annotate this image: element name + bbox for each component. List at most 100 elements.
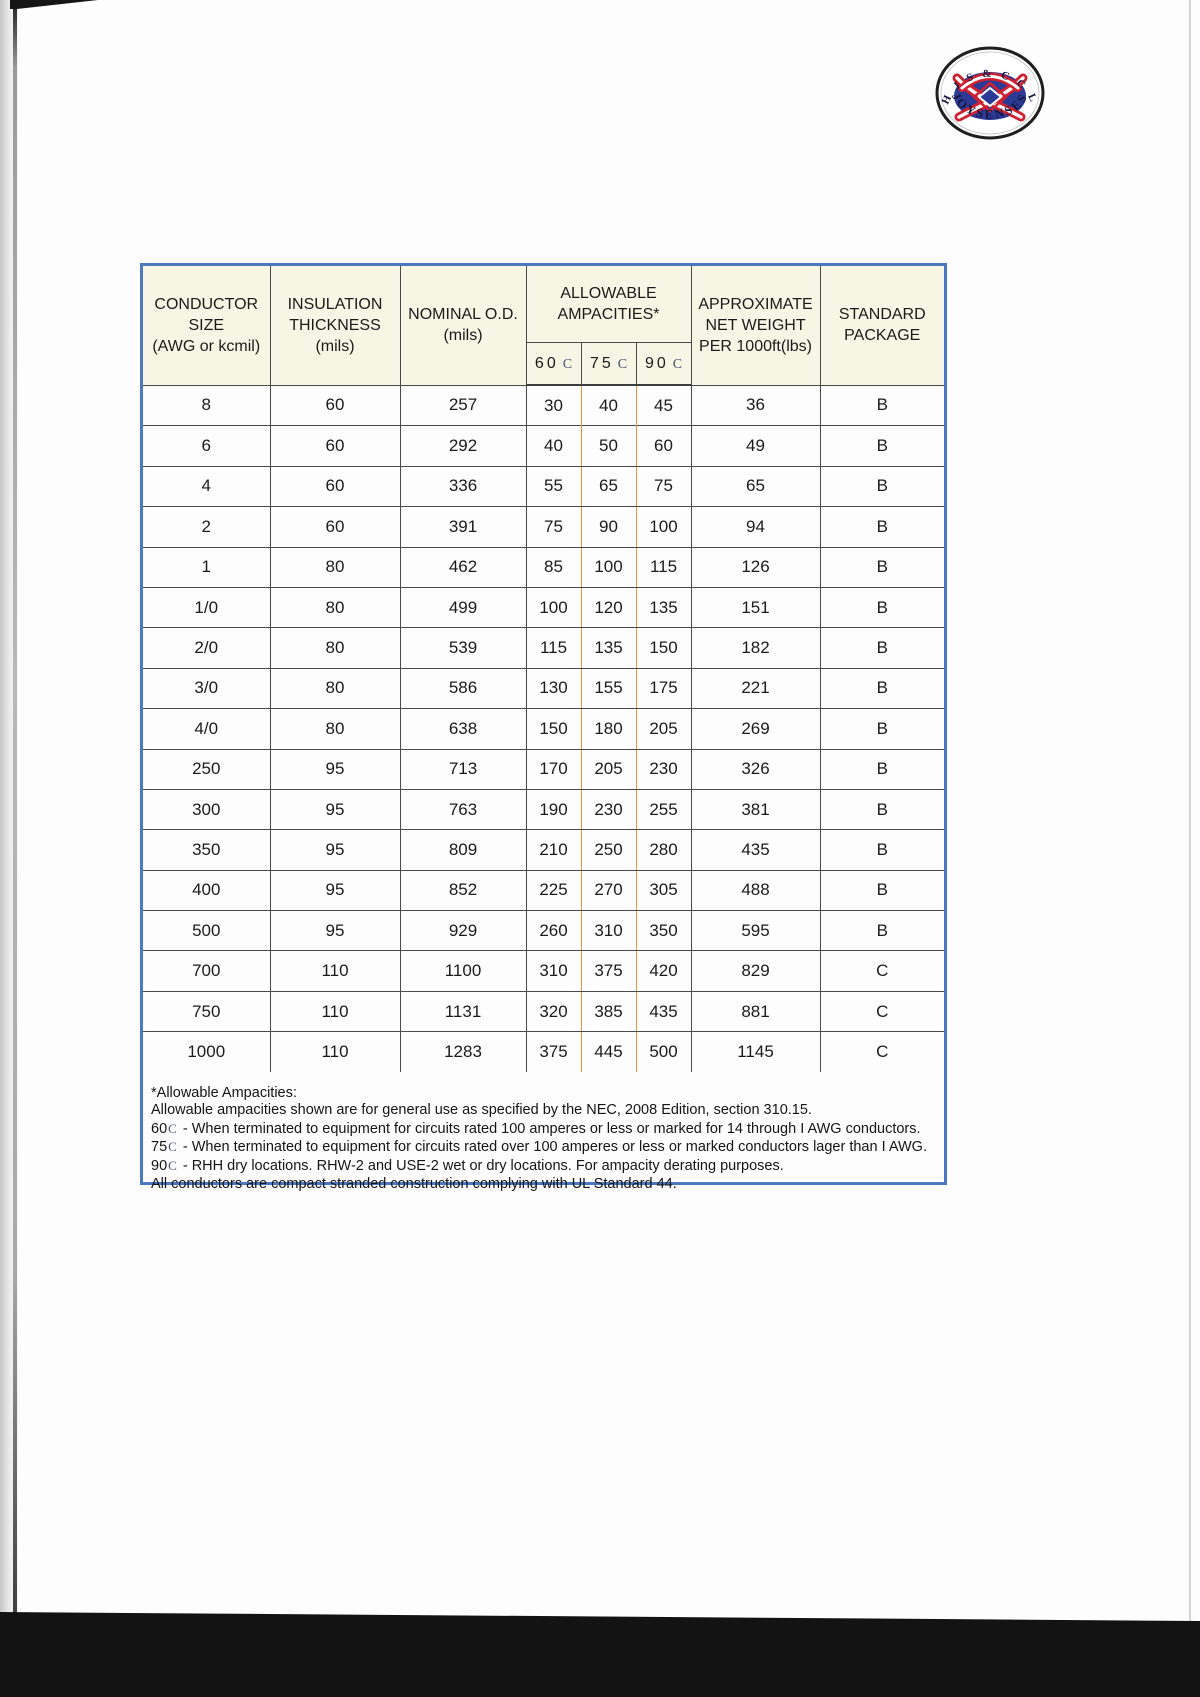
- table-cell: 170: [525, 748, 582, 790]
- table-cell: 391: [399, 506, 527, 548]
- table-cell: 2/0: [142, 627, 271, 669]
- table-row: 1000 110 1283 375 445 500 1145 C: [142, 1031, 945, 1073]
- header-conductor-size: CONDUCTOR SIZE (AWG or kcmil): [142, 265, 271, 386]
- table-cell: 305: [635, 869, 692, 912]
- table-cell: 462: [399, 546, 527, 588]
- table-cell: 310: [580, 910, 637, 952]
- table-cell: 400: [142, 869, 271, 912]
- table-cell: 881: [690, 990, 821, 1033]
- table-cell: B: [819, 829, 945, 871]
- table-cell: 120: [580, 586, 637, 629]
- table-cell: 375: [580, 950, 637, 992]
- table-cell: 40: [580, 384, 637, 426]
- footnote-90c: 90C - RHH dry locations. RHW-2 and USE-2…: [151, 1158, 784, 1175]
- table-cell: 852: [399, 869, 527, 912]
- table-cell: B: [819, 586, 945, 629]
- table-cell: B: [819, 506, 945, 548]
- header-temp-75c: 75 C: [580, 342, 637, 386]
- table-cell: 336: [399, 465, 527, 508]
- table-cell: 381: [690, 788, 821, 831]
- table-cell: 595: [690, 910, 821, 952]
- table-cell: 1131: [399, 990, 527, 1033]
- header-nominal-od: NOMINAL O.D. (mils): [399, 265, 527, 386]
- table-cell: 175: [635, 667, 692, 710]
- header-net-weight: APPROXIMATE NET WEIGHT PER 1000ft(lbs): [690, 265, 821, 386]
- table-cell: 100: [580, 546, 637, 588]
- table-row: 300 95 763 190 230 255 381 B: [142, 788, 945, 831]
- table-cell: 1100: [399, 950, 527, 992]
- header-allowable-ampacities: ALLOWABLE AMPACITIES*: [525, 265, 692, 343]
- table-cell: 60: [269, 465, 401, 508]
- table-cell: 155: [580, 667, 637, 710]
- table-cell: 713: [399, 748, 527, 790]
- table-cell: B: [819, 425, 945, 467]
- footnote-footer: All conductors are compact stranded cons…: [151, 1175, 677, 1192]
- logo-diamond-outline: [972, 81, 1008, 113]
- table-cell: C: [819, 950, 945, 992]
- table-cell: 260: [525, 910, 582, 952]
- footnote-general: Allowable ampacities shown are for gener…: [151, 1102, 812, 1119]
- table-cell: 375: [525, 1031, 582, 1073]
- table-cell: 221: [690, 667, 821, 710]
- logo-globe-emblem: [952, 72, 1028, 122]
- table-cell: 151: [690, 586, 821, 629]
- table-cell: 638: [399, 708, 527, 750]
- table-cell: 110: [269, 990, 401, 1033]
- table-cell: 257: [399, 384, 527, 426]
- table-row: 700 110 1100 310 375 420 829 C: [142, 950, 945, 992]
- footnote-60c: 60C - When terminated to equipment for c…: [151, 1120, 921, 1137]
- footnotes: *Allowable Ampacities: Allowable ampacit…: [143, 1085, 944, 1194]
- table-cell: 8: [142, 384, 271, 426]
- table-cell: 80: [269, 627, 401, 669]
- table-row: 3/0 80 586 130 155 175 221 B: [142, 667, 945, 710]
- table-cell: 205: [580, 748, 637, 790]
- table-cell: 210: [525, 829, 582, 871]
- table-row: 1 80 462 85 100 115 126 B: [142, 546, 945, 588]
- table-cell: 60: [635, 425, 692, 467]
- table-cell: 929: [399, 910, 527, 952]
- table-cell: 750: [142, 990, 271, 1033]
- table-cell: 60: [269, 384, 401, 426]
- table-cell: 445: [580, 1031, 637, 1073]
- table-cell: 49: [690, 425, 821, 467]
- table-cell: 150: [635, 627, 692, 669]
- table-cell: 385: [580, 990, 637, 1033]
- table-cell: 435: [690, 829, 821, 871]
- table-cell: C: [819, 990, 945, 1033]
- table-cell: B: [819, 748, 945, 790]
- table-cell: 225: [525, 869, 582, 912]
- table-cell: 1: [142, 546, 271, 588]
- table-cell: B: [819, 788, 945, 831]
- table-cell: 50: [580, 425, 637, 467]
- table-cell: 700: [142, 950, 271, 992]
- table-cell: 1/0: [142, 586, 271, 629]
- table-cell: 130: [525, 667, 582, 710]
- table-cell: 85: [525, 546, 582, 588]
- table-cell: B: [819, 910, 945, 952]
- table-cell: 488: [690, 869, 821, 912]
- table-cell: 60: [269, 425, 401, 467]
- table-cell: 95: [269, 829, 401, 871]
- bottom-scan-band: [0, 1612, 1200, 1697]
- table-cell: 180: [580, 708, 637, 750]
- table-cell: B: [819, 465, 945, 508]
- header-standard-package: STANDARD PACKAGE: [819, 265, 945, 386]
- table-cell: 115: [635, 546, 692, 588]
- table-cell: 255: [635, 788, 692, 831]
- table-cell: 115: [525, 627, 582, 669]
- table-row: 250 95 713 170 205 230 326 B: [142, 748, 945, 790]
- table-cell: 80: [269, 586, 401, 629]
- table-row: 400 95 852 225 270 305 488 B: [142, 869, 945, 912]
- table-cell: 500: [635, 1031, 692, 1073]
- table-cell: 80: [269, 708, 401, 750]
- table-cell: 326: [690, 748, 821, 790]
- header-insulation-thickness: INSULATION THICKNESS (mils): [269, 265, 401, 386]
- table-cell: 135: [580, 627, 637, 669]
- top-left-scan-wedge: [10, 0, 98, 9]
- table-cell: 150: [525, 708, 582, 750]
- table-cell: 60: [269, 506, 401, 548]
- table-row: 1/0 80 499 100 120 135 151 B: [142, 586, 945, 629]
- table-row: 750 110 1131 320 385 435 881 C: [142, 990, 945, 1033]
- table-cell: 100: [525, 586, 582, 629]
